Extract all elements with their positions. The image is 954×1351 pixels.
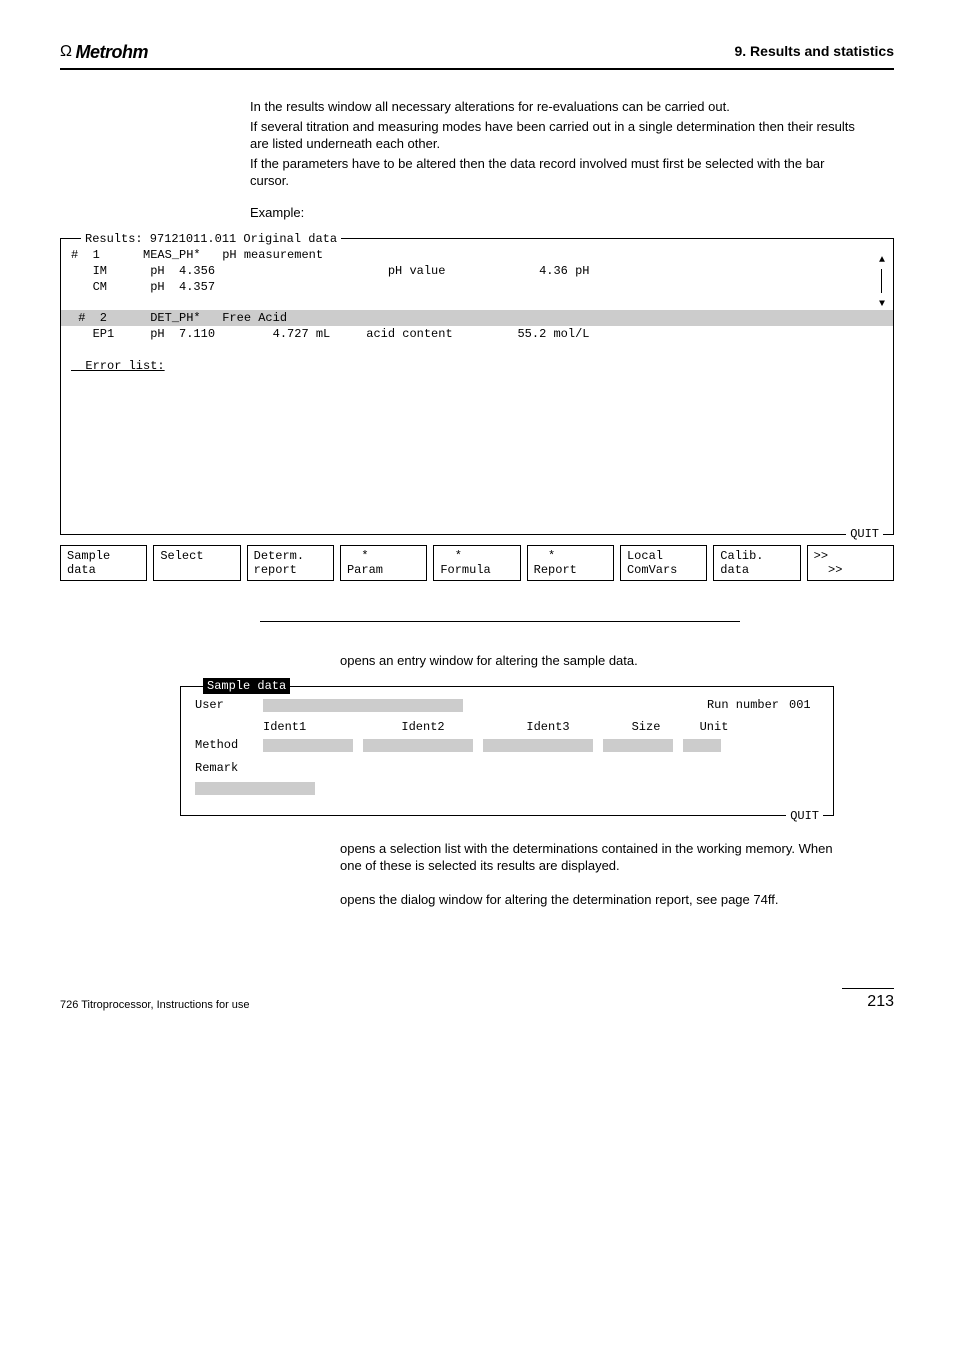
scroll-line [881, 269, 882, 293]
run-number-label: Run number [707, 697, 779, 713]
user-row: User Run number 001 [195, 697, 819, 713]
ident-header-row: Ident1 Ident2 Ident3 Size Unit [263, 719, 819, 735]
size-label: Size [613, 719, 679, 735]
local-comvars-button[interactable]: Local ComVars [620, 545, 707, 582]
ident1-field[interactable] [263, 739, 353, 752]
remark-field[interactable] [195, 782, 315, 795]
intro-p2: If several titration and measuring modes… [250, 118, 864, 153]
desc-select: opens a selection list with the determin… [340, 840, 834, 875]
result-row [61, 343, 893, 358]
sample-quit-label[interactable]: QUIT [786, 808, 823, 824]
result-row [61, 295, 893, 310]
calib-data-button[interactable]: Calib. data [713, 545, 800, 582]
scroll-up-icon[interactable] [879, 251, 885, 268]
result-row: IM pH 4.356 pH value 4.36 pH [61, 263, 893, 279]
method-label: Method [195, 737, 253, 753]
user-field[interactable] [263, 699, 463, 712]
results-legend: Results: 97121011.011 Original data [81, 231, 341, 247]
run-number-value: 001 [789, 697, 819, 713]
brand-name: Metrohm [75, 40, 148, 64]
sample-data-window: Sample data User Run number 001 Ident1 I… [180, 686, 834, 816]
remark-field-row [195, 782, 819, 795]
intro-p1: In the results window all necessary alte… [250, 98, 864, 116]
intro-p3: If the parameters have to be altered the… [250, 155, 864, 190]
select-button[interactable]: Select [153, 545, 240, 582]
desc-sample-data: opens an entry window for altering the s… [340, 652, 834, 670]
section-rule [260, 621, 740, 622]
example-label: Example: [250, 204, 864, 222]
result-row: CM pH 4.357 [61, 279, 893, 295]
section-title: 9. Results and statistics [734, 42, 894, 61]
page-header: Ω Metrohm 9. Results and statistics [60, 40, 894, 64]
sample-data-button[interactable]: Sample data [60, 545, 147, 582]
sample-data-legend: Sample data [203, 678, 290, 694]
brand-logo: Ω Metrohm [60, 40, 148, 64]
remark-row: Remark [195, 760, 819, 776]
ident3-field[interactable] [483, 739, 593, 752]
unit-label: Unit [689, 719, 739, 735]
more-button[interactable]: >> >> [807, 545, 894, 582]
results-window: Results: 97121011.011 Original data # 1 … [60, 238, 894, 535]
desc-determ-report: opens the dialog window for altering the… [340, 891, 834, 909]
footer-left: 726 Titroprocessor, Instructions for use [60, 998, 250, 1013]
softkey-row: Sample data Select Determ. report * Para… [60, 545, 894, 582]
param-button[interactable]: * Param [340, 545, 427, 582]
unit-field[interactable] [683, 739, 721, 752]
formula-button[interactable]: * Formula [433, 545, 520, 582]
scroll-down-icon[interactable] [879, 295, 885, 312]
scroll-indicator[interactable] [879, 251, 885, 312]
result-row-selected[interactable]: # 2 DET_PH* Free Acid [61, 310, 893, 326]
header-rule [60, 68, 894, 70]
result-row: # 1 MEAS_PH* pH measurement [61, 247, 893, 263]
ident2-label: Ident2 [363, 719, 483, 735]
page-number: 213 [842, 988, 894, 1013]
remark-label: Remark [195, 760, 253, 776]
ident3-label: Ident3 [493, 719, 603, 735]
user-label: User [195, 697, 253, 713]
result-row: EP1 pH 7.110 4.727 mL acid content 55.2 … [61, 326, 893, 342]
ident1-label: Ident1 [263, 719, 353, 735]
page-footer: 726 Titroprocessor, Instructions for use… [60, 988, 894, 1013]
quit-label[interactable]: QUIT [846, 526, 883, 542]
report-button[interactable]: * Report [527, 545, 614, 582]
size-field[interactable] [603, 739, 673, 752]
determ-report-button[interactable]: Determ. report [247, 545, 334, 582]
omega-icon: Ω [60, 41, 71, 63]
ident2-field[interactable] [363, 739, 473, 752]
intro-block: In the results window all necessary alte… [250, 98, 864, 221]
error-list-label: Error list: [61, 358, 893, 374]
method-row: Method [195, 737, 819, 753]
